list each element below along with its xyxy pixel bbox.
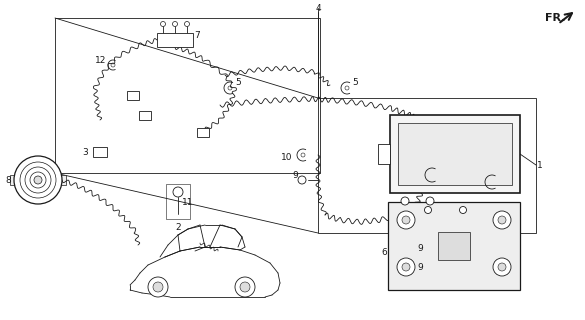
Circle shape xyxy=(498,216,506,224)
Bar xyxy=(10,175,16,185)
Circle shape xyxy=(14,156,62,204)
Text: 4: 4 xyxy=(315,4,321,12)
Text: 10: 10 xyxy=(422,182,433,191)
Circle shape xyxy=(397,258,415,276)
Circle shape xyxy=(397,211,415,229)
Text: 7: 7 xyxy=(194,30,200,39)
Circle shape xyxy=(160,21,166,27)
Text: 12: 12 xyxy=(95,55,106,65)
Bar xyxy=(166,184,190,219)
Text: 11: 11 xyxy=(183,197,194,206)
Circle shape xyxy=(498,263,506,271)
Text: 2: 2 xyxy=(175,222,181,231)
Circle shape xyxy=(402,216,410,224)
Bar xyxy=(197,127,209,137)
Bar xyxy=(438,232,470,260)
Bar xyxy=(139,110,151,119)
Bar xyxy=(55,18,320,173)
Bar xyxy=(390,115,520,193)
Text: 10: 10 xyxy=(281,153,292,162)
Text: 8: 8 xyxy=(5,175,11,185)
Text: 9: 9 xyxy=(417,263,423,273)
Circle shape xyxy=(148,277,168,297)
Bar xyxy=(318,98,536,233)
Text: 3: 3 xyxy=(82,148,88,156)
Text: 9: 9 xyxy=(417,244,423,252)
Circle shape xyxy=(153,282,163,292)
Circle shape xyxy=(25,167,51,193)
Text: 6: 6 xyxy=(381,247,387,257)
Circle shape xyxy=(173,187,183,197)
Circle shape xyxy=(235,277,255,297)
Bar xyxy=(388,202,520,290)
Bar xyxy=(398,123,512,185)
Text: 5: 5 xyxy=(235,77,241,86)
Circle shape xyxy=(493,211,511,229)
Circle shape xyxy=(459,206,466,213)
Circle shape xyxy=(298,176,306,184)
Bar xyxy=(127,91,139,100)
Text: 9: 9 xyxy=(292,171,298,180)
Text: 10: 10 xyxy=(496,180,508,188)
Text: FR.: FR. xyxy=(545,13,566,23)
Circle shape xyxy=(426,197,434,205)
Circle shape xyxy=(173,21,177,27)
Circle shape xyxy=(401,197,409,205)
Bar xyxy=(378,144,390,164)
Circle shape xyxy=(34,176,42,184)
Circle shape xyxy=(240,282,250,292)
Circle shape xyxy=(425,206,432,213)
Circle shape xyxy=(493,258,511,276)
Text: 5: 5 xyxy=(352,77,358,86)
Circle shape xyxy=(402,263,410,271)
Text: 1: 1 xyxy=(537,161,543,170)
Circle shape xyxy=(30,172,46,188)
Bar xyxy=(157,33,193,47)
Bar xyxy=(93,147,107,157)
Circle shape xyxy=(20,162,56,198)
Circle shape xyxy=(184,21,190,27)
Bar xyxy=(60,175,66,185)
